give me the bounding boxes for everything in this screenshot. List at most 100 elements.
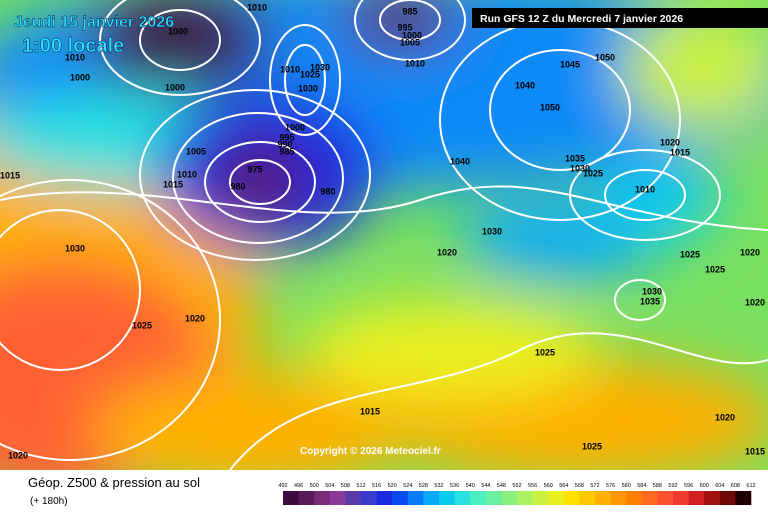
isobar-label: 995 bbox=[397, 22, 412, 32]
colorbar-tick-label: 572 bbox=[590, 483, 599, 489]
isobar-label: 980 bbox=[320, 186, 335, 196]
colorbar-tick-label: 532 bbox=[434, 483, 443, 489]
colorbar-tick-label: 544 bbox=[481, 483, 490, 489]
isobar-label: 1040 bbox=[515, 80, 535, 90]
colorbar-tick-label: 540 bbox=[466, 483, 475, 489]
colorbar-bin bbox=[485, 491, 502, 505]
isobar-label: 1015 bbox=[163, 179, 183, 189]
colorbar-bin bbox=[314, 491, 331, 505]
isobar-label: 1020 bbox=[715, 412, 735, 422]
colorbar-bin bbox=[626, 491, 643, 505]
isobar-label: 1045 bbox=[560, 59, 580, 69]
isobar-label: 1010 bbox=[635, 184, 655, 194]
footer-lead: (+ 180h) bbox=[30, 496, 68, 507]
colorbar-bin bbox=[329, 491, 346, 505]
colorbar-tick-label: 580 bbox=[622, 483, 631, 489]
isobar-label: 1010 bbox=[247, 2, 267, 12]
colorbar-tick-label: 548 bbox=[497, 483, 506, 489]
run-box bbox=[472, 8, 768, 28]
colorbar-bin bbox=[657, 491, 674, 505]
colorbar-tick-label: 576 bbox=[606, 483, 615, 489]
colorbar-bin bbox=[501, 491, 518, 505]
isobar-label: 1025 bbox=[583, 168, 603, 178]
colorbar-tick-label: 492 bbox=[278, 483, 287, 489]
colorbar-bin bbox=[454, 491, 471, 505]
colorbar-bin bbox=[283, 491, 299, 505]
isobar-label: 1010 bbox=[280, 64, 300, 74]
isobar-label: 1050 bbox=[595, 52, 615, 62]
isobar-label: 980 bbox=[230, 181, 245, 191]
isobar-label: 1000 bbox=[168, 26, 188, 36]
colorbar-bin bbox=[470, 491, 487, 505]
isobar-label: 1005 bbox=[400, 37, 420, 47]
colorbar-bin bbox=[423, 491, 440, 505]
colorbar-tick-label: 524 bbox=[403, 483, 412, 489]
copyright: Copyright © 2026 Meteociel.fr bbox=[300, 446, 441, 457]
colorbar-bin bbox=[345, 491, 362, 505]
colorbar-bin bbox=[579, 491, 596, 505]
colorbar-tick-label: 504 bbox=[325, 483, 334, 489]
colorbar-tick-label: 560 bbox=[544, 483, 553, 489]
isobar-label: 1040 bbox=[450, 156, 470, 166]
isobar-label: 1030 bbox=[310, 62, 330, 72]
colorbar-bin bbox=[719, 491, 736, 505]
colorbar-tick-label: 496 bbox=[294, 483, 303, 489]
isobar-label: 1025 bbox=[705, 264, 725, 274]
colorbar-tick-label: 592 bbox=[668, 483, 677, 489]
isobar-label: 1015 bbox=[670, 147, 690, 157]
isobar-label: 1010 bbox=[405, 58, 425, 68]
colorbar-bin bbox=[392, 491, 409, 505]
isobar-label: 985 bbox=[402, 6, 417, 16]
colorbar-tick-label: 520 bbox=[388, 483, 397, 489]
isobar-label: 1020 bbox=[660, 137, 680, 147]
colorbar-bin bbox=[641, 491, 658, 505]
isobar-label: 1020 bbox=[8, 450, 28, 460]
isobar-label: 990 bbox=[277, 139, 292, 149]
colorbar-tick-label: 508 bbox=[341, 483, 350, 489]
colorbar-bin bbox=[704, 491, 721, 505]
isobar-label: 1025 bbox=[300, 69, 320, 79]
isobar-label: 985 bbox=[279, 146, 294, 156]
colorbar-tick-label: 568 bbox=[575, 483, 584, 489]
colorbar-bin bbox=[517, 491, 533, 505]
colorbar-tick-label: 516 bbox=[372, 483, 381, 489]
isobar-label: 1000 bbox=[285, 122, 305, 132]
isobar-label: 1015 bbox=[360, 406, 380, 416]
isobar-label: 1030 bbox=[642, 286, 662, 296]
isobar-label: 1025 bbox=[582, 441, 602, 451]
colorbar: 492 496 500 504 508 512 516 520 524 528 532 536 540 5… bbox=[278, 483, 756, 505]
isobar-label: 1035 bbox=[565, 153, 585, 163]
date-label: Jeudi 15 janvier 2026 bbox=[14, 14, 174, 31]
colorbar-tick-label: 612 bbox=[746, 483, 755, 489]
colorbar-bin bbox=[688, 491, 705, 505]
isobar-label: 1030 bbox=[298, 83, 318, 93]
isobar-label: 1030 bbox=[65, 243, 85, 253]
isobar-label: 1035 bbox=[640, 296, 660, 306]
colorbar-bin bbox=[407, 491, 424, 505]
colorbar-bin bbox=[532, 491, 549, 505]
colorbar-bin bbox=[439, 491, 455, 505]
colorbar-bin bbox=[735, 491, 752, 505]
colorbar-tick-label: 528 bbox=[419, 483, 428, 489]
colorbar-bin bbox=[298, 491, 315, 505]
isobar-label: 1020 bbox=[740, 247, 760, 257]
colorbar-tick-label: 500 bbox=[310, 483, 319, 489]
isobar-label: 995 bbox=[279, 132, 294, 142]
isobar-label: 1010 bbox=[177, 169, 197, 179]
isobar-label: 1020 bbox=[437, 247, 457, 257]
isobar-label: 1030 bbox=[570, 163, 590, 173]
isobar-label: 1025 bbox=[132, 320, 152, 330]
colorbar-tick-label: 588 bbox=[653, 483, 662, 489]
colorbar-bin bbox=[563, 491, 580, 505]
isobar-label: 1000 bbox=[70, 72, 90, 82]
isobar-label: 1000 bbox=[165, 82, 185, 92]
isobar-label: 1020 bbox=[185, 313, 205, 323]
run-label: Run GFS 12 Z du Mercredi 7 janvier 2026 bbox=[480, 13, 683, 25]
colorbar-bin bbox=[548, 491, 565, 505]
colorbar-tick-label: 512 bbox=[356, 483, 365, 489]
colorbar-bin bbox=[673, 491, 689, 505]
isobar-label: 1005 bbox=[186, 146, 206, 156]
colorbar-tick-label: 556 bbox=[528, 483, 537, 489]
map: 1000101010101000100098599510001005101010… bbox=[0, 0, 768, 470]
